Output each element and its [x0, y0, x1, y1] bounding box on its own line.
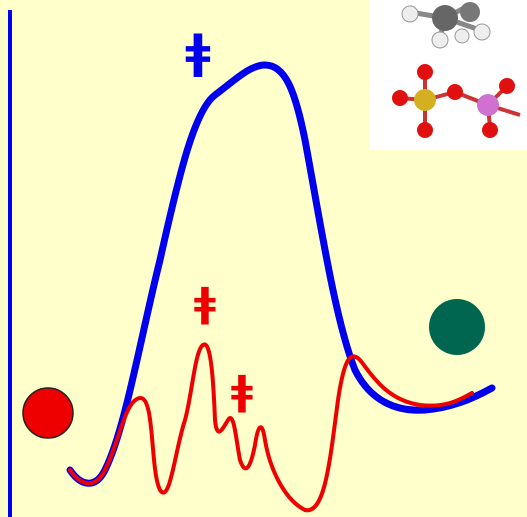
page: ǂ ǂ ǂ (() => { const data = JSON.parse(d…	[0, 0, 527, 517]
oxygen-atom	[417, 64, 433, 80]
hydrogen-atom	[402, 6, 418, 22]
oxygen-atom	[499, 78, 515, 94]
oxygen-atom	[417, 122, 433, 138]
transition-state-label: ǂ	[194, 280, 216, 326]
reactant	[23, 388, 73, 438]
sulfur-atom	[414, 89, 436, 111]
molecule-inset	[370, 0, 527, 150]
oxygen-atom	[482, 122, 498, 138]
hydrogen-atom	[432, 32, 448, 48]
carbon-atom	[460, 2, 480, 22]
energy-diagram: ǂ ǂ ǂ	[0, 0, 527, 517]
transition-state-label: ǂ	[231, 368, 253, 414]
transition-state-label: ǂ	[185, 25, 210, 79]
hydrogen-atom	[474, 24, 490, 40]
oxygen-atom	[447, 84, 463, 100]
hydrogen-atom	[455, 29, 469, 43]
product	[429, 299, 485, 355]
phosphorus-atom	[477, 94, 499, 116]
carbon-atom	[432, 5, 458, 31]
oxygen-atom	[392, 90, 408, 106]
